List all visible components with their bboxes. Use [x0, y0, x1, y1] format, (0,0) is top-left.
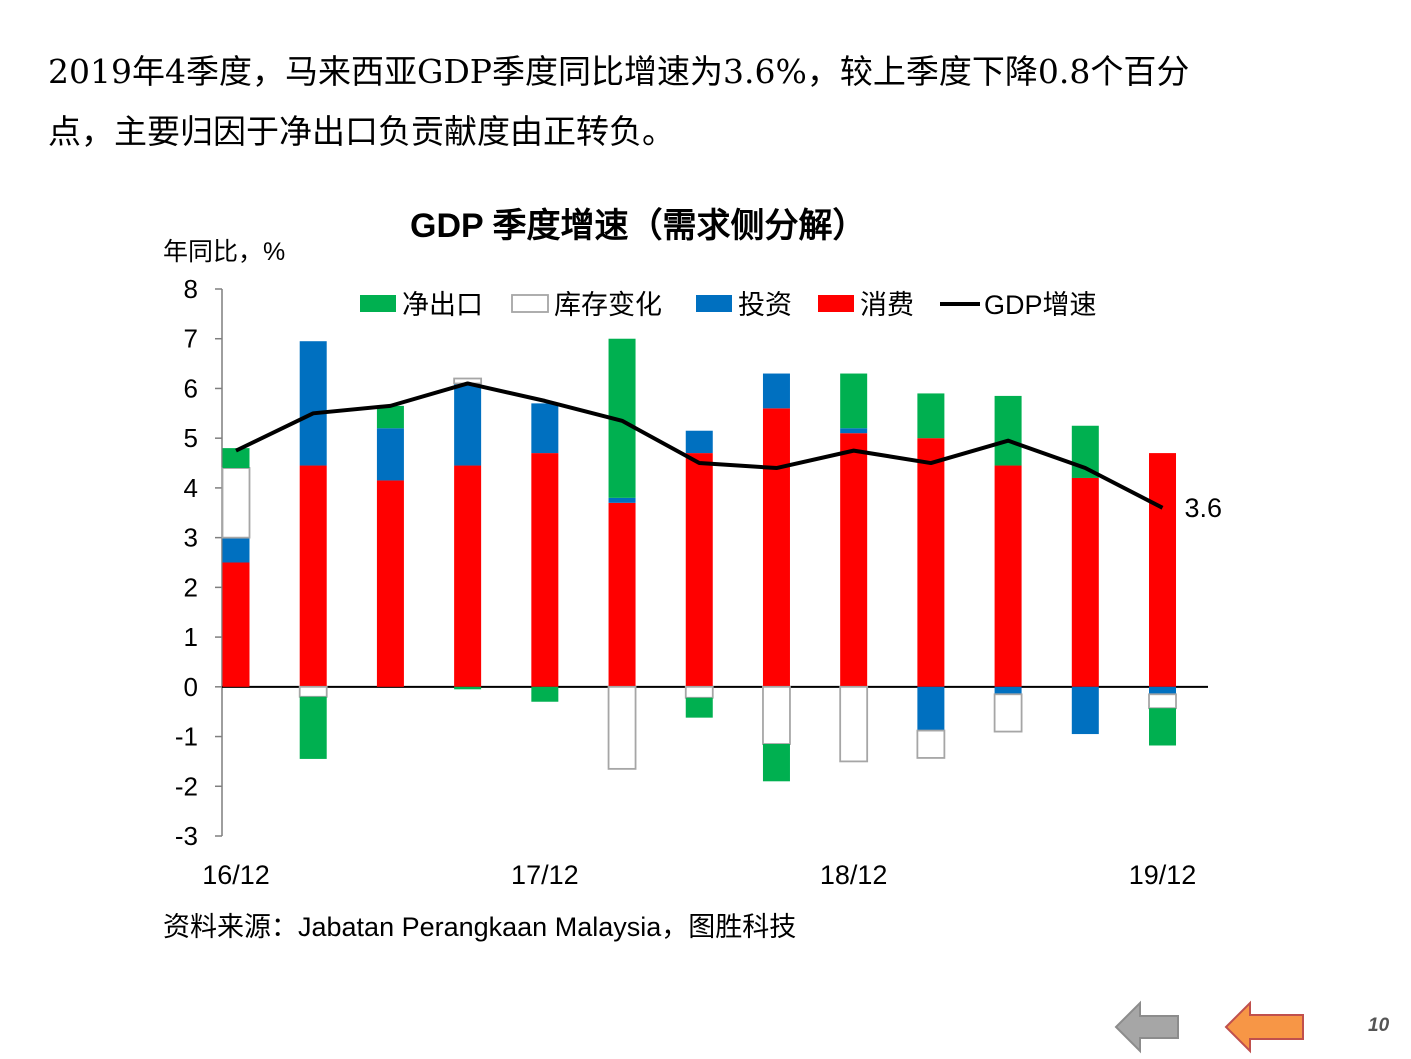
bar-净出口-16/12 [222, 448, 250, 469]
bar-消费-17/06 [376, 480, 404, 687]
bar-消费-17/03 [299, 465, 327, 687]
y-tick-label: -3 [175, 821, 198, 851]
data-label-last-gdp: 3.6 [1185, 493, 1223, 523]
y-tick-label: -2 [175, 771, 198, 801]
y-tick-label: 3 [184, 523, 198, 553]
bar-消费-17/12 [531, 453, 559, 687]
bar-消费-19/09 [1071, 477, 1099, 687]
legend: 净出口 库存变化 投资 消费 GDP增速 [360, 290, 1097, 320]
bar-投资-19/09 [1071, 686, 1099, 735]
bar-净出口-18/06 [685, 697, 713, 718]
bar-库存变化-18/03 [607, 685, 637, 770]
back-button[interactable] [1114, 1000, 1180, 1059]
bar-库存变化-18/06 [684, 685, 714, 699]
bar-投资-18/12 [840, 428, 868, 434]
headline-line-1: 2019年4季度，马来西亚GDP季度同比增速为3.6%，较上季度下降0.8个百分 [48, 52, 1190, 91]
page-number: 10 [1368, 1015, 1390, 1036]
bar-投资-17/03 [299, 341, 327, 466]
y-tick-label: 0 [184, 672, 198, 702]
y-tick-label: 6 [184, 373, 198, 403]
bar-净出口-18/09 [762, 744, 790, 782]
legend-swatch-库存变化 [511, 294, 549, 313]
bar-库存变化-19/12 [1148, 693, 1177, 710]
legend-label-净出口: 净出口 [402, 290, 483, 320]
bar-库存变化-18/09 [762, 685, 791, 745]
bar-净出口-19/03 [917, 393, 945, 439]
y-tick-label: 7 [184, 324, 198, 354]
bar-库存变化-17/03 [298, 685, 328, 698]
bar-投资-17/06 [376, 428, 404, 481]
y-axis-unit-label: 年同比，% [163, 238, 286, 266]
bar-投资-18/03 [608, 497, 636, 503]
bar-净出口-17/06 [376, 405, 404, 429]
bar-库存变化-16/12 [221, 467, 251, 539]
bar-库存变化-18/12 [839, 685, 869, 763]
bar-投资-17/09 [454, 383, 482, 466]
gray-left-arrow-icon [1114, 1000, 1179, 1054]
legend-label-投资: 投资 [738, 290, 792, 320]
bar-净出口-17/03 [299, 696, 327, 759]
bar-投资-19/12 [1149, 686, 1177, 695]
bar-投资-16/12 [222, 537, 250, 563]
bar-消费-17/09 [454, 465, 482, 687]
bar-消费-18/12 [840, 433, 868, 687]
bar-消费-18/09 [762, 408, 790, 687]
chart-title: GDP 季度增速（需求侧分解） [410, 207, 867, 245]
x-tick-label: 18/12 [820, 860, 888, 890]
y-tick-label: 8 [184, 274, 198, 304]
y-tick-label: 5 [184, 423, 198, 453]
bar-投资-18/09 [762, 373, 790, 409]
bar-消费-19/03 [917, 438, 945, 687]
bar-净出口-17/09 [454, 686, 482, 690]
series-line-GDP增速 [235, 381, 1164, 510]
orange-left-arrow-icon [1224, 1000, 1304, 1054]
headline: 2019年4季度，马来西亚GDP季度同比增速为3.6%，较上季度下降0.8个百分… [48, 42, 1378, 162]
bar-净出口-19/12 [1149, 708, 1177, 746]
x-tick-label: 16/12 [202, 860, 270, 890]
bar-投资-19/06 [994, 686, 1022, 695]
bar-投资-17/12 [531, 403, 559, 454]
bar-库存变化-19/03 [916, 729, 946, 759]
bar-净出口-18/12 [840, 373, 868, 429]
bar-消费-18/03 [608, 502, 636, 687]
bar-净出口-19/06 [994, 395, 1022, 466]
y-tick-label: 1 [184, 622, 198, 652]
axes-layer: 8 7 6 5 4 3 2 1 0 -1 -2 -316/12 17/12 18/12 19/12 [175, 274, 1208, 890]
gdp-line-layer: 3.6 [235, 381, 1223, 523]
bar-消费-19/06 [994, 465, 1022, 687]
bar-库存变化-19/06 [993, 693, 1023, 733]
bar-消费-16/12 [222, 562, 250, 687]
legend-label-消费: 消费 [860, 290, 914, 320]
x-tick-label: 17/12 [511, 860, 579, 890]
bar-投资-18/06 [685, 430, 713, 454]
source-note: 资料来源：Jabatan Perangkaan Malaysia，图胜科技 [163, 912, 797, 942]
bar-消费-19/12 [1149, 453, 1177, 687]
bar-投资-19/03 [917, 686, 945, 731]
legend-swatch-净出口 [360, 295, 396, 312]
legend-label-库存变化: 库存变化 [554, 290, 662, 320]
y-tick-label: 2 [184, 572, 198, 602]
legend-swatch-投资 [696, 295, 732, 312]
legend-label-GDP增速: GDP增速 [984, 290, 1097, 320]
bars-layer [221, 338, 1177, 782]
previous-button[interactable] [1224, 1000, 1306, 1059]
bar-消费-18/06 [685, 453, 713, 687]
x-tick-label: 19/12 [1129, 860, 1197, 890]
y-tick-label: -1 [175, 722, 198, 752]
y-tick-label: 4 [184, 473, 198, 503]
legend-swatch-消费 [818, 295, 854, 312]
bar-净出口-17/12 [531, 686, 559, 702]
headline-line-2: 点，主要归因于净出口负贡献度由正转负。 [48, 112, 675, 151]
